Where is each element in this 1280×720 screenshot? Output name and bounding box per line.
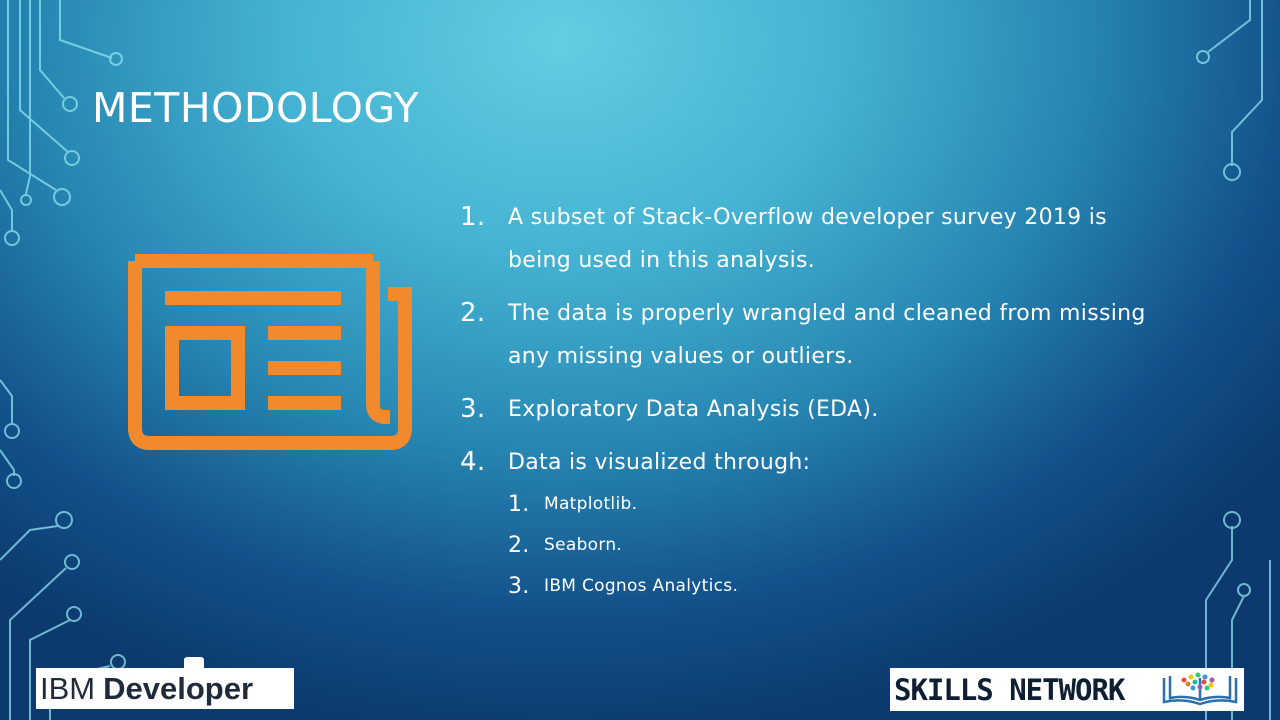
ibm-logo-brand: IBM (40, 670, 96, 706)
list-item-text: Exploratory Data Analysis (EDA). (508, 397, 879, 422)
list-item: 4. Data is visualized through: 1. Matplo… (460, 441, 1220, 607)
skills-network-logo: SKILLS NETWORK (890, 668, 1244, 711)
list-item-number: 1. (460, 202, 486, 232)
sub-list-item: 3. IBM Cognos Analytics. (508, 566, 1220, 607)
sub-list-item-text: IBM Cognos Analytics. (544, 576, 739, 596)
list-item-number: 2. (460, 298, 486, 328)
list-item-text: Data is visualized through: (508, 450, 811, 475)
list-item: 1. A subset of Stack-Overflow developer … (460, 196, 1220, 282)
list-item: 2. The data is properly wrangled and cle… (460, 292, 1220, 378)
sub-list: 1. Matplotlib. 2. Seaborn. 3. IBM Cognos… (508, 484, 1220, 607)
methodology-list: 1. A subset of Stack-Overflow developer … (460, 196, 1220, 617)
newspaper-icon (128, 254, 412, 450)
sub-list-item-number: 2. (508, 533, 530, 558)
list-item-number: 3. (460, 394, 486, 424)
sub-list-item: 2. Seaborn. (508, 525, 1220, 566)
ibm-logo-product: Developer (103, 670, 254, 706)
sub-list-item-text: Seaborn. (544, 535, 623, 555)
open-book-icon (1162, 672, 1238, 706)
ibm-developer-logo: IBM Developer (36, 668, 294, 709)
slide-title: METHODOLOGY (92, 84, 420, 132)
list-item-text: any missing values or outliers. (508, 344, 854, 369)
sub-list-item-text: Matplotlib. (544, 494, 638, 514)
list-item: 3. Exploratory Data Analysis (EDA). (460, 388, 1220, 431)
sub-list-item: 1. Matplotlib. (508, 484, 1220, 525)
list-item-text: A subset of Stack-Overflow developer sur… (508, 205, 1107, 230)
skills-logo-text: SKILLS NETWORK (894, 672, 1125, 707)
list-item-number: 4. (460, 447, 486, 477)
sub-list-item-number: 3. (508, 574, 530, 599)
list-item-text: The data is properly wrangled and cleane… (508, 301, 1146, 326)
list-item-text: being used in this analysis. (508, 248, 816, 273)
sub-list-item-number: 1. (508, 492, 530, 517)
